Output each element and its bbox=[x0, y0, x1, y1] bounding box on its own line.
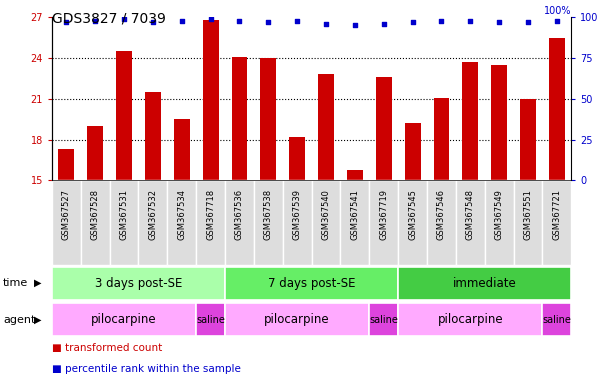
Text: GSM367721: GSM367721 bbox=[552, 189, 562, 240]
Bar bbox=[463, 62, 478, 180]
Text: saline: saline bbox=[543, 314, 571, 325]
Bar bbox=[456, 180, 485, 265]
Point bbox=[379, 21, 389, 27]
Point bbox=[263, 19, 273, 25]
Text: GSM367538: GSM367538 bbox=[264, 189, 273, 240]
Text: ▶: ▶ bbox=[34, 314, 41, 325]
Bar bbox=[139, 180, 167, 265]
Bar bbox=[174, 119, 189, 180]
Point bbox=[408, 19, 417, 25]
Bar bbox=[109, 180, 139, 265]
Bar bbox=[167, 180, 196, 265]
Bar bbox=[434, 98, 449, 180]
Text: GSM367540: GSM367540 bbox=[321, 189, 331, 240]
Bar bbox=[318, 74, 334, 180]
Bar bbox=[225, 180, 254, 265]
Point bbox=[90, 18, 100, 24]
Bar bbox=[52, 267, 225, 300]
Point bbox=[177, 18, 187, 24]
Point bbox=[552, 18, 562, 24]
Bar bbox=[59, 149, 75, 180]
Text: GSM367531: GSM367531 bbox=[120, 189, 128, 240]
Bar bbox=[203, 20, 219, 180]
Text: GSM367534: GSM367534 bbox=[177, 189, 186, 240]
Text: ■ percentile rank within the sample: ■ percentile rank within the sample bbox=[52, 364, 241, 374]
Text: GSM367545: GSM367545 bbox=[408, 189, 417, 240]
Text: GSM367546: GSM367546 bbox=[437, 189, 446, 240]
Bar bbox=[427, 180, 456, 265]
Text: saline: saline bbox=[369, 314, 398, 325]
Text: 100%: 100% bbox=[544, 6, 571, 16]
Bar bbox=[369, 303, 398, 336]
Text: GSM367718: GSM367718 bbox=[206, 189, 215, 240]
Bar bbox=[398, 267, 571, 300]
Bar bbox=[52, 180, 81, 265]
Point bbox=[466, 18, 475, 24]
Bar bbox=[485, 180, 514, 265]
Bar bbox=[312, 180, 340, 265]
Text: agent: agent bbox=[3, 314, 35, 325]
Bar bbox=[520, 99, 536, 180]
Bar bbox=[196, 180, 225, 265]
Text: GDS3827 / 7039: GDS3827 / 7039 bbox=[52, 12, 166, 25]
Bar bbox=[491, 65, 507, 180]
Point bbox=[350, 22, 360, 28]
Bar bbox=[347, 170, 363, 180]
Bar bbox=[283, 180, 312, 265]
Point bbox=[148, 19, 158, 25]
Text: ▶: ▶ bbox=[34, 278, 41, 288]
Text: pilocarpine: pilocarpine bbox=[91, 313, 157, 326]
Bar bbox=[196, 303, 225, 336]
Text: GSM367551: GSM367551 bbox=[524, 189, 533, 240]
Text: pilocarpine: pilocarpine bbox=[437, 313, 503, 326]
Text: GSM367532: GSM367532 bbox=[148, 189, 158, 240]
Bar bbox=[87, 126, 103, 180]
Bar bbox=[225, 267, 398, 300]
Point bbox=[235, 18, 244, 24]
Bar bbox=[232, 57, 247, 180]
Point bbox=[119, 16, 129, 22]
Point bbox=[321, 21, 331, 27]
Text: GSM367541: GSM367541 bbox=[350, 189, 359, 240]
Bar bbox=[145, 92, 161, 180]
Text: ■ transformed count: ■ transformed count bbox=[52, 343, 162, 353]
Text: 7 days post-SE: 7 days post-SE bbox=[268, 277, 356, 290]
Text: pilocarpine: pilocarpine bbox=[265, 313, 330, 326]
Bar bbox=[52, 303, 196, 336]
Text: GSM367528: GSM367528 bbox=[90, 189, 100, 240]
Text: GSM367527: GSM367527 bbox=[62, 189, 71, 240]
Text: GSM367548: GSM367548 bbox=[466, 189, 475, 240]
Point bbox=[494, 19, 504, 25]
Bar bbox=[260, 58, 276, 180]
Bar bbox=[116, 51, 132, 180]
Text: saline: saline bbox=[196, 314, 225, 325]
Text: GSM367536: GSM367536 bbox=[235, 189, 244, 240]
Bar bbox=[254, 180, 283, 265]
Bar bbox=[369, 180, 398, 265]
Bar bbox=[404, 123, 420, 180]
Point bbox=[292, 18, 302, 24]
Bar bbox=[514, 180, 543, 265]
Bar bbox=[549, 38, 565, 180]
Text: immediate: immediate bbox=[453, 277, 517, 290]
Bar bbox=[398, 180, 427, 265]
Point bbox=[206, 16, 216, 22]
Point bbox=[62, 19, 71, 25]
Text: GSM367549: GSM367549 bbox=[495, 189, 503, 240]
Text: time: time bbox=[3, 278, 28, 288]
Text: GSM367719: GSM367719 bbox=[379, 189, 388, 240]
Text: GSM367539: GSM367539 bbox=[293, 189, 302, 240]
Bar bbox=[543, 303, 571, 336]
Text: 3 days post-SE: 3 days post-SE bbox=[95, 277, 182, 290]
Bar bbox=[81, 180, 109, 265]
Point bbox=[437, 18, 447, 24]
Point bbox=[523, 19, 533, 25]
Bar bbox=[398, 303, 543, 336]
Bar bbox=[225, 303, 369, 336]
Bar bbox=[543, 180, 571, 265]
Bar bbox=[376, 77, 392, 180]
Bar bbox=[289, 137, 305, 180]
Bar bbox=[340, 180, 369, 265]
